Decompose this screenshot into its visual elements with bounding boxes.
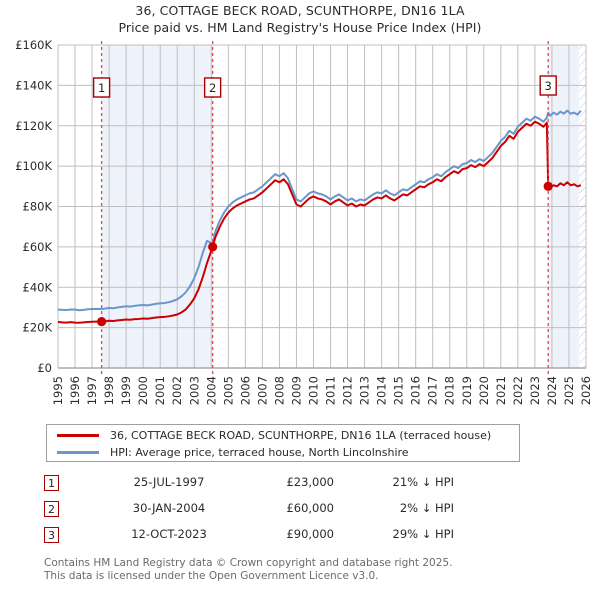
svg-text:2015: 2015 [392,376,406,405]
svg-text:2019: 2019 [460,376,474,405]
chart-legend: 36, COTTAGE BECK ROAD, SCUNTHORPE, DN16 … [46,424,520,462]
svg-text:£20K: £20K [23,321,53,335]
svg-text:2008: 2008 [272,376,286,405]
legend-item-hpi: HPI: Average price, terraced house, Nort… [47,443,409,462]
txn-price: £60,000 [286,501,334,515]
table-row: 1 25-JUL-1997 £23,000 21% ↓ HPI [44,473,464,499]
sale-markers: 1 2 3 [92,41,557,376]
svg-text:£160K: £160K [15,38,52,52]
txn-date: 12-OCT-2023 [131,527,207,541]
svg-text:2003: 2003 [187,376,201,405]
transactions-table: 1 25-JUL-1997 £23,000 21% ↓ HPI 2 30-JAN… [44,473,464,551]
svg-text:2022: 2022 [511,376,525,405]
svg-text:2018: 2018 [443,376,457,405]
svg-text:2020: 2020 [477,376,491,405]
legend-swatch-hpi [57,451,99,454]
svg-text:2021: 2021 [494,376,508,405]
svg-text:2010: 2010 [307,376,321,405]
txn-price: £90,000 [286,527,334,541]
title-line-2: Price paid vs. HM Land Registry's House … [118,20,482,35]
svg-text:2011: 2011 [324,376,338,405]
svg-text:2006: 2006 [238,376,252,405]
svg-text:£140K: £140K [15,78,52,92]
svg-text:2026: 2026 [579,376,593,405]
svg-text:£40K: £40K [23,280,53,294]
svg-text:£80K: £80K [23,200,53,214]
legend-item-price-paid: 36, COTTAGE BECK ROAD, SCUNTHORPE, DN16 … [47,426,491,445]
svg-text:2016: 2016 [409,376,423,405]
footer-line-2: This data is licensed under the Open Gov… [44,569,379,582]
title-line-1: 36, COTTAGE BECK ROAD, SCUNTHORPE, DN16 … [135,3,465,18]
svg-text:2005: 2005 [221,376,235,405]
txn-date: 25-JUL-1997 [133,475,205,489]
svg-text:1995: 1995 [51,376,65,405]
svg-text:2001: 2001 [153,376,167,405]
svg-text:2023: 2023 [528,376,542,405]
svg-text:2024: 2024 [545,376,559,405]
svg-text:2013: 2013 [358,376,372,405]
txn-hpi-delta: 29% ↓ HPI [392,527,454,541]
txn-hpi-delta: 21% ↓ HPI [392,475,454,489]
svg-text:3: 3 [545,79,552,93]
svg-text:1996: 1996 [68,376,82,405]
svg-text:2025: 2025 [562,376,576,405]
svg-text:2007: 2007 [255,376,269,405]
y-axis-labels: £0 £20K £40K £60K £80K £100K £120K £140K £160K [15,38,52,375]
x-axis-labels: 1995 1996 1997 1998 1999 2000 2001 2002 2003 2004… [51,376,593,405]
txn-date: 30-JAN-2004 [132,501,206,515]
legend-swatch-price-paid [57,434,99,437]
series-lines [58,109,582,324]
svg-text:£0: £0 [37,361,52,375]
svg-text:1997: 1997 [85,376,99,405]
txn-index-badge: 3 [44,527,59,543]
txn-index-badge: 2 [44,501,59,517]
table-row: 2 30-JAN-2004 £60,000 2% ↓ HPI [44,499,464,525]
svg-text:£60K: £60K [23,240,53,254]
svg-text:2009: 2009 [290,376,304,405]
attribution-footer: Contains HM Land Registry data © Crown c… [44,557,564,582]
txn-hpi-delta: 2% ↓ HPI [399,501,454,515]
svg-text:2017: 2017 [426,376,440,405]
footer-line-1: Contains HM Land Registry data © Crown c… [44,557,453,569]
gridlines [57,44,587,369]
txn-price: £23,000 [286,475,334,489]
page-title: 36, COTTAGE BECK ROAD, SCUNTHORPE, DN16 … [0,2,600,36]
svg-text:1: 1 [98,81,105,95]
legend-label-hpi: HPI: Average price, terraced house, Nort… [110,446,409,459]
svg-text:£120K: £120K [15,119,52,133]
svg-text:2000: 2000 [136,376,150,405]
svg-text:2: 2 [209,81,216,95]
table-row: 3 12-OCT-2023 £90,000 29% ↓ HPI [44,525,464,551]
svg-text:2002: 2002 [170,376,184,405]
svg-text:£100K: £100K [15,159,52,173]
legend-label-price-paid: 36, COTTAGE BECK ROAD, SCUNTHORPE, DN16 … [110,429,492,442]
svg-text:2014: 2014 [375,376,389,405]
svg-text:1999: 1999 [119,376,133,405]
svg-text:1998: 1998 [102,376,116,405]
chart-canvas: 1 2 3 £0 £20K £40K £60K £80K £100K £120K £140K £16… [15,38,593,405]
svg-text:2004: 2004 [204,376,218,405]
txn-index-badge: 1 [44,475,59,491]
svg-text:2012: 2012 [341,376,355,405]
